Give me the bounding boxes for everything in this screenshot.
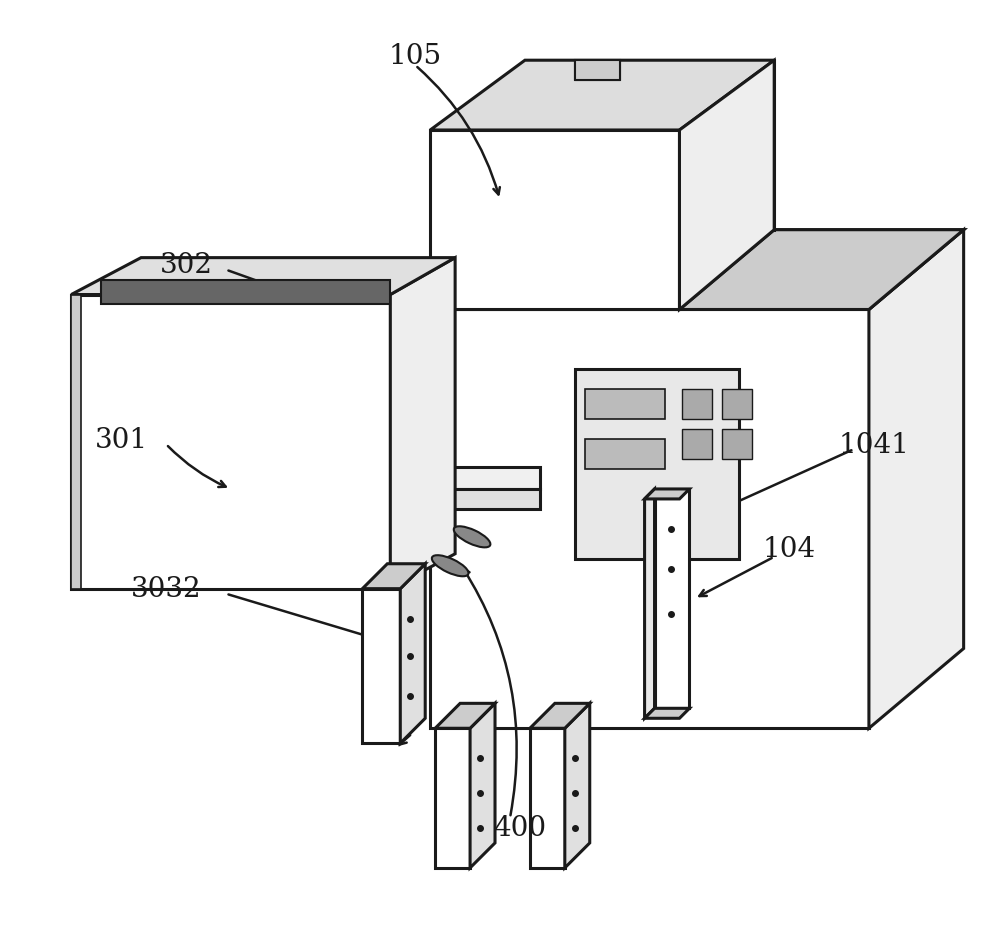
Polygon shape bbox=[575, 61, 620, 81]
Polygon shape bbox=[575, 370, 739, 559]
Polygon shape bbox=[525, 61, 774, 230]
Polygon shape bbox=[430, 130, 679, 310]
Text: 3032: 3032 bbox=[131, 576, 201, 603]
Polygon shape bbox=[71, 295, 81, 589]
Polygon shape bbox=[71, 258, 455, 295]
Polygon shape bbox=[362, 565, 425, 589]
Polygon shape bbox=[585, 440, 665, 469]
Polygon shape bbox=[722, 389, 752, 420]
Text: 301: 301 bbox=[95, 426, 148, 453]
Polygon shape bbox=[682, 389, 712, 420]
Ellipse shape bbox=[432, 556, 468, 577]
Polygon shape bbox=[530, 728, 565, 868]
Ellipse shape bbox=[454, 526, 490, 547]
Polygon shape bbox=[400, 565, 425, 744]
Polygon shape bbox=[470, 704, 495, 868]
Polygon shape bbox=[430, 230, 964, 310]
Polygon shape bbox=[101, 280, 390, 306]
Polygon shape bbox=[430, 61, 774, 130]
Polygon shape bbox=[645, 489, 689, 500]
Text: 302: 302 bbox=[159, 252, 212, 279]
Polygon shape bbox=[530, 704, 590, 728]
Polygon shape bbox=[430, 310, 869, 728]
Polygon shape bbox=[71, 295, 390, 589]
Polygon shape bbox=[655, 489, 689, 708]
Polygon shape bbox=[679, 230, 964, 310]
Polygon shape bbox=[679, 61, 774, 310]
Polygon shape bbox=[390, 258, 455, 589]
Text: 104: 104 bbox=[763, 536, 816, 563]
Polygon shape bbox=[585, 389, 665, 420]
Text: 1041: 1041 bbox=[838, 431, 909, 458]
Polygon shape bbox=[869, 230, 964, 728]
Text: 105: 105 bbox=[389, 43, 442, 69]
Polygon shape bbox=[191, 467, 540, 489]
Polygon shape bbox=[645, 489, 655, 719]
Polygon shape bbox=[362, 589, 400, 744]
Polygon shape bbox=[435, 704, 495, 728]
Polygon shape bbox=[435, 728, 470, 868]
Polygon shape bbox=[682, 429, 712, 460]
Polygon shape bbox=[645, 708, 689, 719]
Polygon shape bbox=[722, 429, 752, 460]
Text: 400: 400 bbox=[493, 815, 547, 842]
Polygon shape bbox=[565, 704, 590, 868]
Polygon shape bbox=[191, 489, 540, 509]
